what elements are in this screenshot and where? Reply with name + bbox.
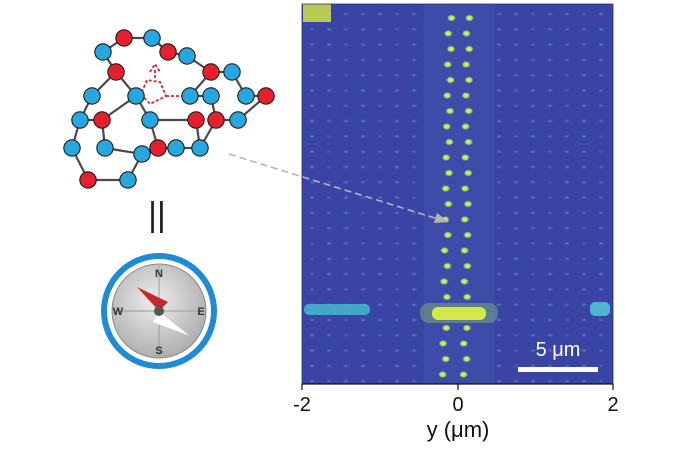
chain-spot: [445, 107, 455, 115]
atom-blue: [63, 139, 81, 157]
chain-spot: [464, 76, 474, 84]
scalebar-label: 5 μm: [536, 339, 581, 361]
chain-spot: [446, 45, 456, 53]
chain-spot: [460, 91, 471, 100]
chain-spot: [440, 184, 451, 193]
pointer-arrow: [228, 153, 449, 223]
chain-spot: [459, 246, 470, 255]
chain-spot: [443, 29, 454, 38]
scalebar: [518, 367, 598, 372]
chain-spot: [463, 107, 474, 115]
chain-spot: [461, 29, 472, 38]
chain-spot: [461, 324, 472, 332]
compass-needle-north: [137, 287, 168, 311]
tick-label: 0: [452, 394, 463, 416]
chain-spot: [443, 200, 454, 208]
atom-blue: [178, 47, 196, 65]
chain-spot: [463, 138, 474, 146]
chain-spot: [443, 169, 454, 177]
chain-spot: [463, 200, 473, 208]
chain-spot: [459, 277, 470, 286]
compass-n: N: [155, 268, 163, 280]
chain-spot: [463, 169, 474, 177]
defect-marker: [139, 62, 182, 106]
atom-blue: [119, 171, 137, 189]
chain-spot: [441, 324, 452, 332]
atom-red: [202, 63, 220, 81]
chain-spot: [464, 45, 475, 53]
chain-spot: [441, 153, 452, 162]
chain-spot: [441, 293, 452, 301]
chain-spot: [458, 339, 469, 348]
atom-red: [187, 111, 205, 129]
atom-blue: [141, 111, 159, 129]
atom-red: [149, 139, 167, 157]
chain-spot: [440, 355, 451, 363]
compass-w: W: [113, 306, 124, 318]
chain-spot: [437, 370, 448, 379]
compass-needle-south: [151, 310, 191, 337]
chain-spot: [441, 122, 452, 131]
chain-spot: [462, 231, 473, 239]
micrograph-panel: 5 μm: [302, 4, 613, 384]
atom-red: [79, 171, 97, 189]
chain-spot: [461, 60, 472, 69]
chain-spot: [446, 14, 457, 22]
atom-blue: [143, 29, 161, 47]
atom-red: [93, 111, 111, 129]
chain-spot: [445, 76, 456, 84]
chain-spot: [444, 138, 455, 146]
equivalence-symbol: ||: [148, 196, 166, 234]
atom-blue: [96, 139, 114, 157]
atom-red: [207, 111, 225, 129]
chain-spot: [460, 153, 471, 162]
chain-spot: [460, 122, 471, 131]
atom-blue: [127, 87, 145, 105]
atom-red: [107, 63, 125, 81]
atom-blue: [229, 111, 247, 129]
atom-blue: [181, 87, 199, 105]
honeycomb-lattice-icon: [63, 29, 275, 189]
atom-blue: [237, 87, 255, 105]
x-axis: -2 0 2 y (μm): [293, 383, 619, 442]
chain-spot: [459, 215, 470, 224]
atom-red: [159, 43, 177, 61]
chain-spot: [442, 262, 453, 270]
chain-spot: [462, 293, 473, 301]
compass-e: E: [197, 306, 204, 318]
chain-spot: [458, 370, 469, 379]
tick-label: 2: [607, 394, 618, 416]
atom-blue: [191, 139, 209, 157]
chain-spot: [442, 91, 453, 100]
chain-spot: [460, 184, 471, 193]
atom-blue: [83, 87, 101, 105]
atom-red: [257, 87, 275, 105]
compass-icon: N S E W: [101, 253, 217, 369]
atom-blue: [167, 139, 185, 157]
atom-red: [115, 29, 133, 47]
chain-spot: [439, 246, 450, 255]
atom-blue: [223, 63, 241, 81]
x-axis-label: y (μm): [427, 417, 490, 442]
chain-spot: [442, 60, 453, 69]
chain-spot: [439, 277, 450, 286]
chain-spot: [461, 355, 472, 363]
atom-blue: [202, 87, 220, 105]
atom-blue: [71, 111, 89, 129]
chain-spot: [442, 231, 453, 239]
tick-label: -2: [293, 394, 311, 416]
atom-blue: [133, 145, 151, 163]
atom-blue: [94, 43, 112, 61]
chain-spot: [438, 339, 449, 348]
chain-spot: [464, 14, 475, 22]
chain-spot: [462, 262, 473, 270]
compass-s: S: [155, 345, 162, 357]
